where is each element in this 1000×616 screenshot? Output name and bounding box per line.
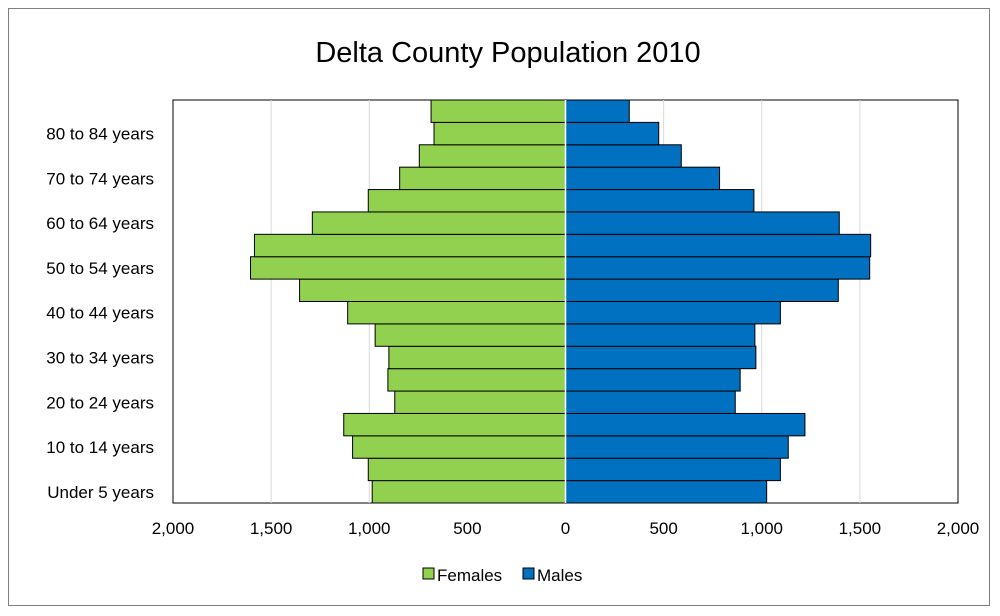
bar-females [388, 345, 566, 370]
y-tick-label: 50 to 54 years [46, 259, 154, 278]
y-tick-label: 60 to 64 years [46, 214, 154, 233]
bar-females [387, 368, 566, 392]
bars [250, 99, 872, 504]
bar-males [565, 323, 756, 347]
bar-males [565, 99, 630, 123]
bar-females [394, 390, 567, 414]
bar-females [311, 211, 566, 235]
bar-males [565, 233, 872, 258]
y-tick-label: 80 to 84 years [46, 125, 154, 144]
x-axis-tick-labels: 2,000 1,500 1,000 500 0 500 1,000 1,500 2,000 [152, 519, 980, 538]
chart-title: Delta County Population 2010 [315, 37, 700, 69]
y-tick-label: 40 to 44 years [46, 304, 154, 323]
y-tick-label: 10 to 14 years [46, 438, 154, 457]
x-tick-label: 1,000 [348, 519, 391, 538]
bar-males [565, 368, 741, 392]
bar-females [352, 435, 566, 459]
bar-females [347, 301, 566, 325]
bar-males [565, 345, 757, 370]
legend: Females Males [422, 566, 582, 585]
y-tick-label: 20 to 24 years [46, 393, 154, 412]
y-axis-tick-labels: Under 5 years 10 to 14 years 20 to 24 year… [46, 125, 154, 502]
bar-females [418, 144, 567, 168]
x-tick-label: 0 [561, 519, 570, 538]
bar-females [371, 480, 566, 504]
bar-females [399, 166, 567, 191]
x-tick-label: 2,000 [152, 519, 195, 538]
bar-females [367, 457, 566, 482]
legend-label: Males [537, 566, 582, 585]
y-tick-label: Under 5 years [47, 483, 154, 502]
bar-females [343, 412, 566, 437]
bar-males [565, 390, 736, 414]
bar-males [565, 256, 871, 280]
y-tick-label: 70 to 74 years [46, 169, 154, 188]
bar-females [367, 189, 566, 213]
bar-males [565, 301, 781, 325]
bar-males [565, 189, 755, 213]
y-tick-label: 30 to 34 years [46, 348, 154, 367]
x-tick-label: 500 [453, 519, 481, 538]
x-tick-label: 1,500 [250, 519, 293, 538]
legend-label: Females [437, 566, 502, 585]
bar-males [565, 278, 839, 303]
bar-males [565, 480, 768, 504]
bar-males [565, 412, 806, 437]
x-tick-label: 1,000 [740, 519, 783, 538]
bar-males [565, 211, 840, 235]
bar-males [565, 144, 682, 168]
legend-swatch [422, 567, 435, 580]
bar-females [250, 256, 567, 280]
x-tick-label: 2,000 [937, 519, 980, 538]
bar-females [299, 278, 566, 303]
x-tick-label: 500 [649, 519, 677, 538]
bar-females [374, 323, 567, 347]
bar-females [430, 99, 566, 123]
bar-females [253, 233, 566, 258]
bar-males [565, 166, 721, 191]
bar-males [565, 435, 789, 459]
bar-males [565, 457, 781, 482]
bar-females [433, 121, 567, 146]
x-tick-label: 1,500 [839, 519, 882, 538]
legend-swatch [522, 567, 535, 580]
bar-males [565, 121, 660, 146]
